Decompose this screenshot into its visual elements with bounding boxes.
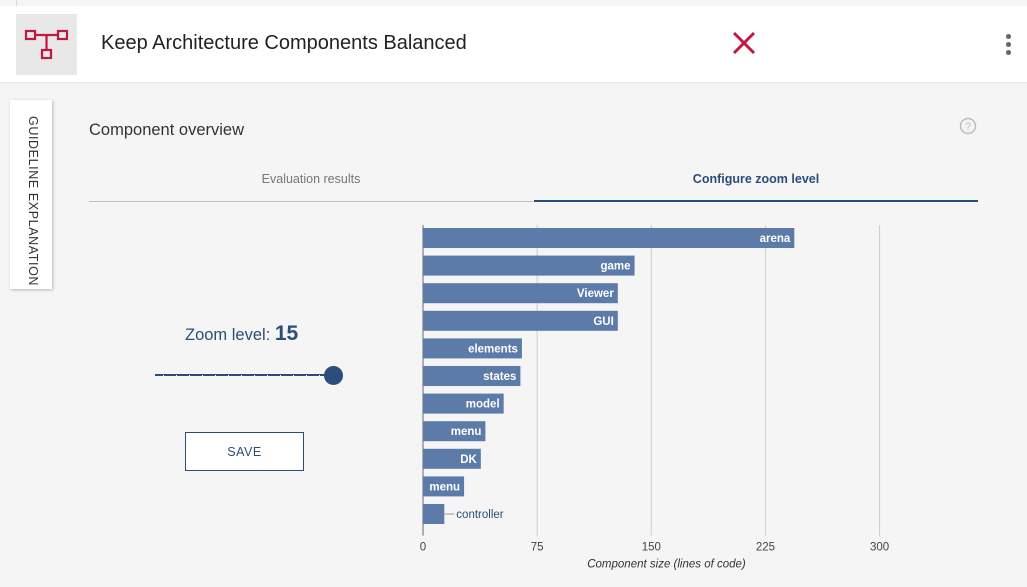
zoom-level-value: 15 (274, 322, 299, 345)
guideline-explanation-tab[interactable]: GUIDELINE EXPLANATION (10, 100, 52, 289)
bar[interactable] (423, 476, 465, 497)
top-strip (0, 0, 1027, 6)
save-button[interactable]: SAVE (185, 432, 304, 471)
bar[interactable] (423, 366, 521, 386)
bar[interactable] (423, 310, 618, 331)
x-axis-title: Component size (lines of code) (587, 559, 746, 571)
bar-label: game (600, 261, 630, 273)
bar-label: arena (760, 233, 791, 245)
bar-label: menu (451, 426, 482, 438)
close-icon (732, 31, 756, 55)
bar[interactable] (423, 504, 445, 524)
tab-bar: Evaluation results Configure zoom level (89, 160, 978, 202)
bar-label: elements (468, 343, 518, 355)
bar[interactable] (423, 393, 504, 414)
bar-label: controller (456, 509, 503, 521)
x-tick-label: 0 (420, 542, 426, 554)
bar[interactable] (423, 421, 486, 442)
bar-label: model (466, 399, 500, 411)
bar[interactable] (423, 448, 481, 469)
bar[interactable] (423, 283, 618, 304)
bar[interactable] (423, 228, 795, 248)
svg-text:?: ? (965, 121, 971, 133)
zoom-slider[interactable] (155, 365, 345, 387)
tab-configure-zoom-level[interactable]: Configure zoom level (534, 160, 978, 202)
header-bar: Keep Architecture Components Balanced (0, 6, 1027, 83)
slider-handle[interactable] (324, 366, 343, 385)
x-tick-label: 300 (870, 542, 889, 554)
side-tab-label: GUIDELINE EXPLANATION (26, 116, 40, 287)
bar-label: Viewer (577, 288, 614, 300)
bar-label: DK (460, 454, 477, 466)
kebab-menu-icon[interactable] (999, 34, 1017, 58)
x-tick-label: 150 (642, 542, 661, 554)
bar[interactable] (423, 338, 522, 359)
section-title: Component overview (89, 121, 244, 139)
bar-label: states (483, 371, 516, 383)
slider-ticks (163, 375, 325, 376)
bar-label: GUI (593, 316, 613, 328)
component-size-chart: 0 75 150 225 300 arena game Viewer GUI elements st… (420, 225, 889, 571)
x-tick-label: 75 (531, 542, 544, 554)
component-diagram-icon (16, 14, 77, 75)
help-icon[interactable]: ? (959, 117, 977, 135)
bar-label: menu (429, 481, 460, 493)
page-title: Keep Architecture Components Balanced (101, 32, 467, 54)
x-tick-label: 225 (756, 542, 775, 554)
tab-evaluation-results[interactable]: Evaluation results (89, 160, 533, 202)
bar[interactable] (423, 255, 635, 276)
zoom-level-label: Zoom level: 15 (185, 322, 298, 346)
zoom-level-text: Zoom level: (185, 326, 271, 344)
